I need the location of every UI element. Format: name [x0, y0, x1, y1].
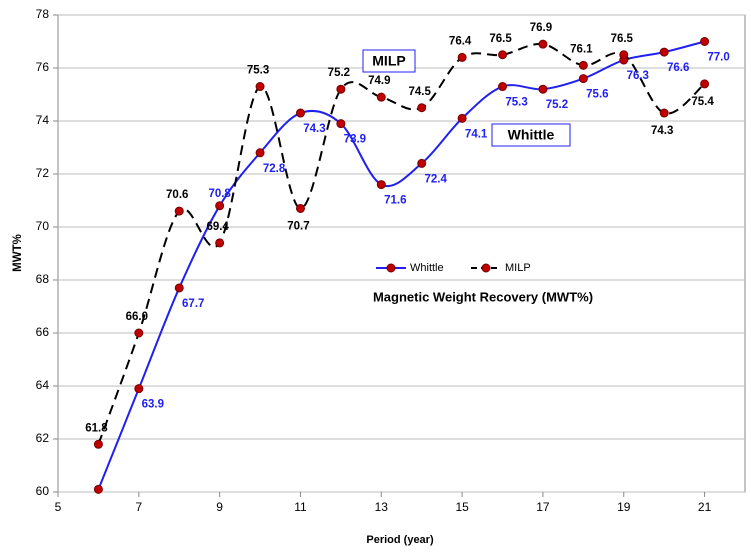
data-point: [93, 484, 103, 494]
x-tick-label: 21: [698, 500, 712, 514]
x-tick-label: 13: [375, 500, 389, 514]
data-point: [659, 108, 669, 118]
annotation-box: [362, 49, 416, 73]
data-point: [578, 60, 588, 70]
data-point: [295, 203, 305, 213]
y-tick-label: 70: [36, 219, 50, 233]
data-point: [457, 52, 467, 62]
data-point: [417, 103, 427, 113]
data-point: [457, 113, 467, 123]
data-point: [215, 201, 225, 211]
data-point: [538, 39, 548, 49]
data-point: [498, 82, 508, 92]
x-tick-label: 19: [617, 500, 631, 514]
data-label: 76.4: [449, 35, 472, 47]
data-point: [336, 84, 346, 94]
x-tick-label: 9: [216, 500, 223, 514]
data-point: [578, 74, 588, 84]
data-point: [215, 238, 225, 248]
data-label: 72.4: [425, 173, 448, 185]
annotation: Whittle: [508, 127, 555, 143]
series-line: [97, 40, 705, 490]
y-tick-label: 66: [36, 325, 50, 339]
data-point: [700, 37, 710, 46]
data-label: 76.6: [667, 62, 689, 74]
data-label: 70.6: [166, 189, 188, 201]
y-tick-label: 62: [36, 431, 50, 445]
data-point: [134, 328, 144, 338]
y-tick-label: 76: [36, 60, 50, 74]
y-tick-label: 74: [36, 113, 50, 127]
data-label: 74.3: [651, 125, 673, 137]
data-point: [376, 92, 386, 102]
data-label: 75.2: [546, 99, 568, 111]
y-tick-label: 72: [36, 166, 50, 180]
data-label: 69.4: [206, 221, 229, 233]
data-label: 76.1: [570, 43, 593, 55]
x-tick-label: 17: [536, 500, 550, 514]
data-label: 75.6: [586, 89, 608, 101]
data-point: [93, 439, 103, 449]
data-label: 76.9: [530, 22, 552, 34]
data-label: 67.7: [182, 298, 204, 310]
data-label: 76.3: [627, 70, 649, 82]
y-tick-label: 78: [36, 7, 50, 21]
data-label: 75.3: [505, 97, 527, 109]
data-point: [174, 283, 184, 293]
data-label: 74.1: [465, 128, 488, 140]
x-axis-label: Period (year): [366, 534, 434, 546]
legend-marker: [386, 263, 396, 273]
data-label: 76.5: [611, 33, 634, 45]
annotation: MILP: [372, 53, 405, 69]
data-point: [659, 47, 669, 57]
annotation: Magnetic Weight Recovery (MWT%): [373, 289, 593, 304]
data-label: 75.4: [691, 96, 714, 108]
data-label: 74.9: [368, 75, 390, 87]
x-tick-label: 7: [135, 500, 142, 514]
data-label: 70.7: [287, 220, 309, 232]
data-label: 74.3: [303, 123, 325, 135]
y-axis-label: MWT%: [12, 234, 24, 272]
x-tick-label: 11: [294, 500, 307, 514]
data-label: 77.0: [707, 52, 729, 64]
data-label: 73.9: [344, 134, 366, 146]
data-point: [376, 180, 386, 190]
data-point: [498, 50, 508, 60]
x-tick-label: 15: [455, 500, 469, 514]
data-point: [619, 50, 629, 60]
legend-label: MILP: [505, 262, 531, 274]
legend-label: Whittle: [410, 262, 444, 274]
data-point: [538, 84, 548, 94]
data-point: [417, 158, 427, 168]
legend-marker: [481, 263, 491, 273]
data-label: 75.2: [328, 67, 350, 79]
data-label: 76.5: [489, 33, 512, 45]
data-point: [336, 119, 346, 129]
x-tick-label: 5: [55, 500, 62, 514]
data-point: [295, 108, 305, 118]
data-point: [174, 206, 184, 216]
annotation-box: [491, 123, 571, 147]
data-label: 71.6: [384, 195, 406, 207]
y-tick-label: 64: [36, 378, 50, 392]
data-point: [255, 82, 265, 92]
data-label: 75.3: [247, 65, 269, 77]
data-label: 66.0: [126, 311, 148, 323]
data-label: 61.8: [85, 422, 108, 434]
y-tick-label: 60: [36, 484, 50, 498]
data-point: [255, 148, 265, 158]
y-tick-label: 68: [36, 272, 50, 286]
data-label: 63.9: [142, 399, 164, 411]
data-label: 70.8: [208, 188, 231, 200]
data-label: 74.5: [409, 86, 432, 98]
data-point: [134, 384, 144, 394]
series-line: [97, 43, 706, 445]
data-point: [700, 79, 710, 89]
data-label: 72.8: [263, 163, 286, 175]
